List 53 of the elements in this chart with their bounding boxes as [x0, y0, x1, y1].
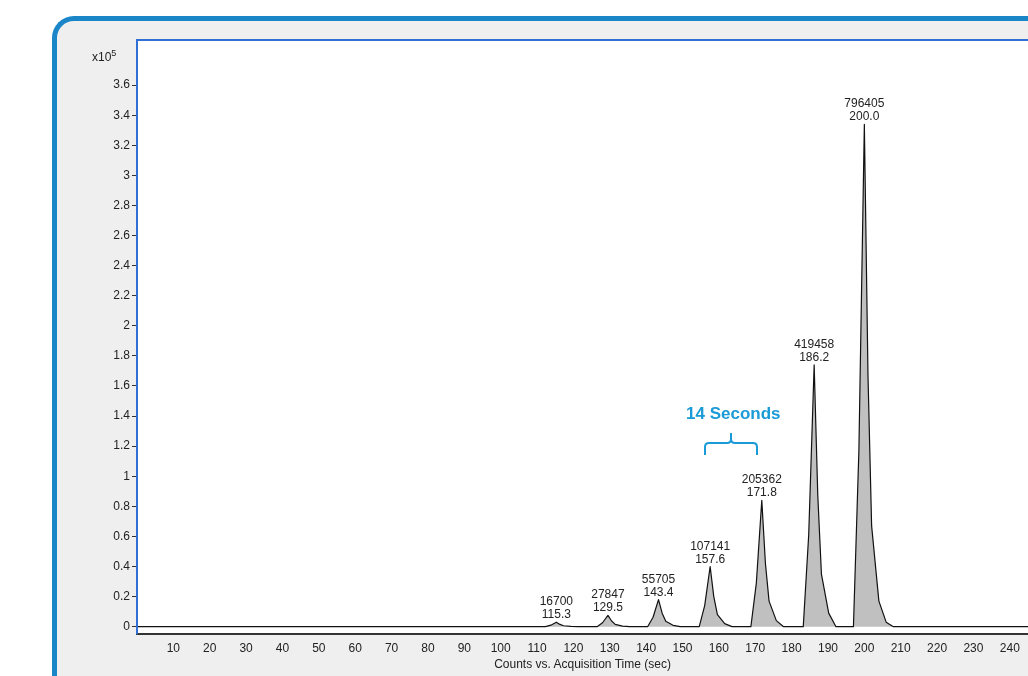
x-tick-label: 40 [275, 640, 290, 655]
y-tick-label: 1.6 [113, 378, 131, 393]
y-tick-label: 2 [123, 318, 131, 333]
x-tick-label: 80 [421, 640, 435, 655]
x-tick-label: 170 [745, 640, 766, 655]
y-tick-label: 2.4 [113, 257, 131, 272]
x-tick-label: 240 [999, 640, 1021, 655]
x-tick-label: 150 [672, 640, 693, 655]
y-tick-label: 0.2 [113, 588, 131, 603]
x-tick-label: 90 [457, 640, 472, 655]
x-tick-label: 140 [636, 640, 657, 655]
y-axis-title: x10$^{5}$ [92, 48, 117, 64]
annotation: 16700 115.3 [539, 594, 574, 622]
x-tick-label: 60 [348, 640, 363, 655]
y-tick-label: 3 [123, 167, 131, 182]
x-tick-label: 180 [781, 640, 802, 655]
y-tick-label: 2.6 [113, 227, 131, 242]
x-axis-title: Counts vs. Acquisition Time (sec) [494, 657, 671, 672]
annotation: 14 Seconds [686, 404, 781, 424]
y-tick-label: 3.4 [113, 107, 131, 122]
x-tick-label: 190 [817, 640, 839, 655]
annotation: 796405 200.0 [844, 96, 885, 124]
y-tick-label: 2.8 [113, 197, 131, 212]
y-tick-label: 3.6 [113, 77, 131, 92]
y-tick-label: 1.8 [113, 348, 131, 363]
y-tick-label: 0.4 [113, 558, 131, 573]
x-tick-label: 110 [527, 640, 547, 655]
annotation: 107141 157.6 [690, 538, 731, 566]
y-tick-label: 1 [123, 468, 131, 483]
x-tick-label: 220 [927, 640, 948, 655]
annotation: 55705 143.4 [641, 571, 676, 599]
y-tick-label: 1.4 [113, 408, 131, 423]
x-tick-label: 200 [854, 640, 875, 655]
annotation: 419458 186.2 [794, 336, 835, 364]
y-tick-label: 0 [123, 618, 131, 633]
x-tick-label: 70 [384, 640, 399, 655]
y-tick-label: 0.6 [113, 528, 131, 543]
x-tick-label: 130 [599, 640, 621, 655]
x-tick-label: 210 [890, 640, 912, 655]
x-tick-label: 160 [708, 640, 730, 655]
annotation: 205362 171.8 [741, 472, 783, 500]
x-tick-label: 30 [239, 640, 254, 655]
x-tick-label: 120 [563, 640, 584, 655]
x-tick-label: 10 [166, 640, 181, 655]
x-tick-label: 100 [490, 640, 512, 655]
y-tick-label: 3.2 [113, 137, 131, 152]
y-tick-label: 2.2 [113, 288, 131, 303]
y-tick-label: 0.8 [113, 498, 131, 513]
x-tick-label: 50 [312, 640, 326, 655]
x-tick-label: 20 [203, 640, 217, 655]
x-tick-label: 230 [963, 640, 984, 655]
y-tick-label: 1.2 [113, 438, 131, 453]
annotation: 27847 129.5 [591, 587, 625, 615]
